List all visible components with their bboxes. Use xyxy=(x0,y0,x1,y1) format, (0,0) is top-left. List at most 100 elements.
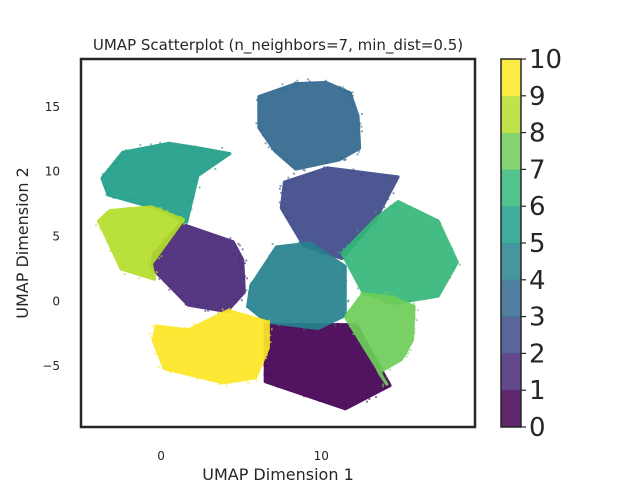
scatter-point xyxy=(357,299,360,303)
scatter-point xyxy=(218,382,221,386)
scatter-point xyxy=(267,138,270,141)
cluster-region-5 xyxy=(100,141,232,224)
scatter-point xyxy=(342,277,345,280)
scatter-point xyxy=(249,300,252,303)
scatter-point xyxy=(283,318,286,322)
scatter-point xyxy=(190,208,193,211)
scatter-point xyxy=(436,219,439,222)
scatter-point xyxy=(367,296,370,299)
scatter-point xyxy=(341,311,344,314)
scatter-point xyxy=(287,319,290,322)
scatter-point xyxy=(168,284,171,287)
scatter-point xyxy=(402,354,406,357)
scatter-point xyxy=(255,98,259,102)
scatter-point xyxy=(303,169,306,172)
scatter-point xyxy=(393,202,396,205)
scatter-point xyxy=(359,286,362,289)
scatter-point xyxy=(219,306,222,309)
scatter-point xyxy=(404,353,407,356)
chart-title: UMAP Scatterplot (n_neighbors=7, min_dis… xyxy=(93,36,463,55)
scatter-point xyxy=(437,228,440,231)
scatter-point xyxy=(155,271,158,274)
scatter-point xyxy=(102,214,106,217)
scatter-point xyxy=(196,378,199,381)
scatter-point xyxy=(365,400,369,403)
scatter-point xyxy=(279,185,282,188)
x-tick-label: 0 xyxy=(157,449,165,463)
scatter-point xyxy=(179,146,182,149)
scatter-point xyxy=(286,217,289,220)
scatter-point xyxy=(395,204,398,207)
scatter-point xyxy=(282,206,286,209)
scatter-point xyxy=(241,248,244,251)
scatter-point xyxy=(243,262,247,265)
scatter-point xyxy=(334,324,337,327)
scatter-point xyxy=(409,299,412,303)
scatter-point xyxy=(357,338,360,341)
scatter-point xyxy=(312,243,315,246)
scatter-point xyxy=(383,206,386,209)
scatter-point xyxy=(384,174,387,177)
scatter-point xyxy=(284,88,287,91)
scatter-point xyxy=(458,263,461,266)
scatter-point xyxy=(95,224,98,227)
colorbar-segment xyxy=(501,206,521,244)
scatter-point xyxy=(392,360,395,363)
scatter-point xyxy=(376,369,379,372)
scatter-point xyxy=(252,372,255,375)
scatter-point xyxy=(389,368,392,371)
y-axis-ticks: −5 0 5 10 15 xyxy=(42,100,60,373)
scatter-point xyxy=(237,380,240,383)
scatter-point xyxy=(125,207,129,210)
scatter-point xyxy=(433,221,436,224)
scatter-point xyxy=(223,151,226,154)
scatter-point xyxy=(282,153,285,156)
scatter-point xyxy=(108,234,111,237)
scatter-point xyxy=(320,252,323,255)
scatter-point xyxy=(234,301,237,305)
scatter-point xyxy=(381,374,384,378)
scatter-point xyxy=(246,381,249,384)
scatter-point xyxy=(268,254,271,257)
scatter-point xyxy=(194,145,197,148)
scatter-point xyxy=(432,295,435,298)
scatter-point xyxy=(449,252,452,255)
scatter-point xyxy=(408,322,411,325)
scatter-point xyxy=(338,251,341,254)
scatter-point xyxy=(357,296,360,299)
scatter-point xyxy=(352,332,355,336)
scatter-point xyxy=(166,209,169,212)
scatter-point xyxy=(266,333,269,336)
colorbar-segment xyxy=(501,316,521,354)
scatter-point xyxy=(184,145,187,148)
scatter-point xyxy=(151,339,155,343)
scatter-point xyxy=(128,206,131,209)
y-tick-label: 0 xyxy=(52,294,60,308)
scatter-point xyxy=(356,229,359,232)
scatter-point xyxy=(283,197,286,200)
scatter-point xyxy=(165,326,168,330)
scatter-point xyxy=(452,267,455,270)
scatter-point xyxy=(264,142,267,145)
scatter-point xyxy=(242,278,245,281)
scatter-point xyxy=(133,197,136,200)
scatter-point xyxy=(154,353,157,356)
scatter-point xyxy=(302,245,306,248)
scatter-point xyxy=(392,192,395,195)
scatter-point xyxy=(369,224,372,227)
scatter-point xyxy=(238,260,241,263)
scatter-point xyxy=(387,198,390,201)
scatter-point xyxy=(409,348,412,352)
cluster-region-8 xyxy=(97,205,186,281)
scatter-point xyxy=(300,243,303,246)
scatter-point xyxy=(360,292,363,295)
y-axis-label: UMAP Dimension 2 xyxy=(13,167,32,319)
scatter-point xyxy=(106,168,109,171)
scatter-point xyxy=(413,328,416,331)
cluster-region-0 xyxy=(263,323,392,411)
scatter-point xyxy=(198,186,201,189)
scatter-point xyxy=(134,268,137,271)
colorbar-tick-label: 6 xyxy=(529,192,546,222)
scatter-point xyxy=(384,291,387,294)
scatter-point xyxy=(133,206,136,210)
